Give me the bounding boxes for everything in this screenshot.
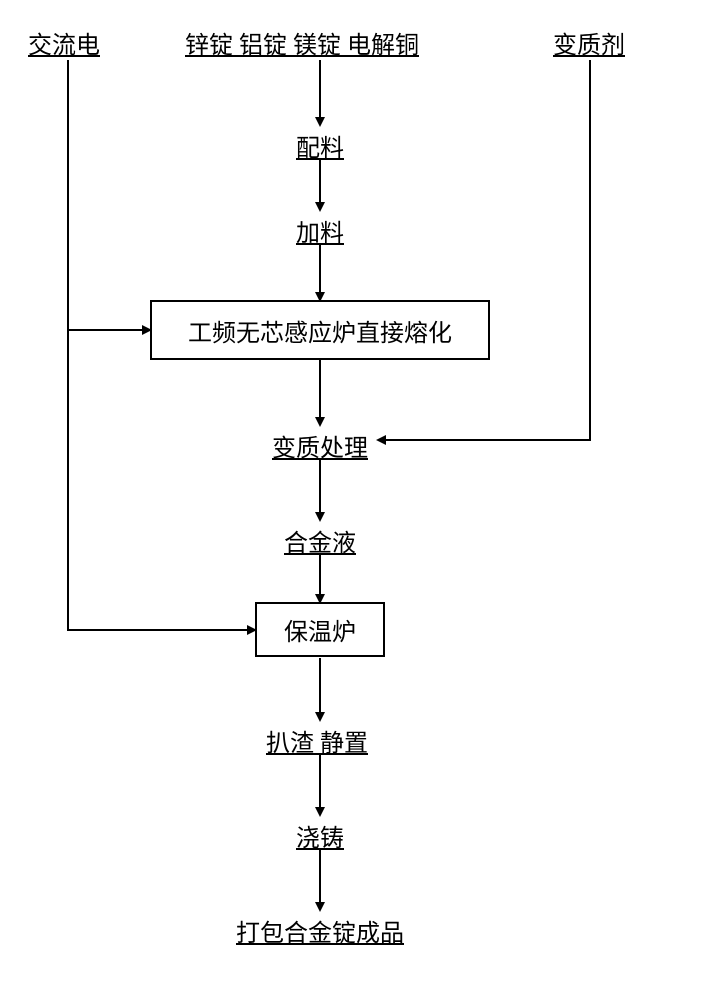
node-modifier: 变质剂 — [553, 25, 625, 60]
node-product: 打包合金锭成品 — [236, 913, 404, 948]
node-ac-power: 交流电 — [28, 25, 100, 60]
node-skim-settle: 扒渣 静置 — [266, 723, 368, 758]
node-furnace: 工频无芯感应炉直接熔化 — [150, 300, 490, 360]
node-furnace-label: 工频无芯感应炉直接熔化 — [188, 313, 452, 348]
node-raw-inputs: 锌锭 铝锭 镁锭 电解铜 — [185, 25, 419, 60]
node-casting: 浇铸 — [296, 818, 344, 853]
flow-arrows — [0, 0, 715, 1000]
node-holding-label: 保温炉 — [284, 612, 356, 647]
node-holding: 保温炉 — [255, 602, 385, 657]
node-alloy-liq: 合金液 — [284, 523, 356, 558]
edge-ac_power-to-furnace — [68, 60, 150, 330]
node-modify: 变质处理 — [272, 428, 368, 463]
node-charging: 加料 — [296, 213, 344, 248]
edge-ac_power-to-holding — [68, 330, 255, 630]
node-batching: 配料 — [296, 128, 344, 163]
edge-modifier-to-modify — [378, 60, 590, 440]
